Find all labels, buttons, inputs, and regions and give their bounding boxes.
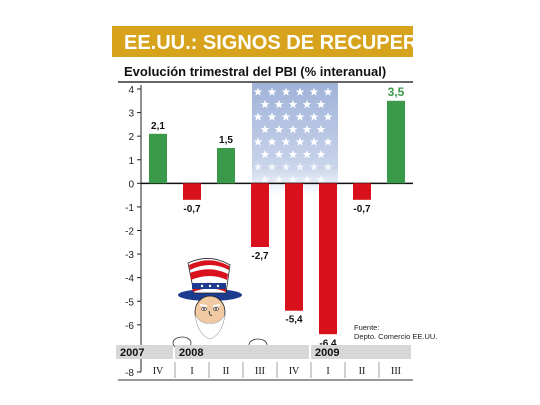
quarter-label: I [190, 366, 193, 377]
flag-star [302, 174, 312, 184]
flag-stars [253, 87, 333, 184]
bar-label-5: -5,4 [285, 315, 303, 326]
quarter-label: IV [153, 366, 164, 377]
flag-star [323, 112, 333, 121]
source-note-line1: Fuente: [354, 323, 379, 332]
y-tick-label: 0 [128, 179, 134, 190]
flag-star [302, 124, 312, 134]
bar-label-2: -0,7 [183, 204, 201, 215]
year-band-segment [116, 345, 173, 359]
year-band-segment [175, 345, 309, 359]
y-tick-label: -1 [125, 203, 134, 214]
flag-star [295, 137, 305, 146]
quarter-label: IV [289, 366, 300, 377]
flag-star [281, 87, 291, 96]
flag-star [274, 99, 284, 109]
flag-star [260, 99, 270, 109]
flag-star [309, 137, 319, 146]
flag-star [323, 87, 333, 96]
year-band: 2007 2008 2009 [116, 345, 411, 359]
flag-star [288, 99, 298, 109]
flag-star [267, 137, 277, 146]
flag-star [295, 112, 305, 121]
flag-star [295, 87, 305, 96]
flag-star [302, 99, 312, 109]
quarter-label: II [223, 366, 230, 377]
bar-7 [353, 183, 371, 200]
bar-6 [319, 183, 337, 335]
flag-star [253, 162, 263, 171]
bar-5 [285, 183, 303, 311]
flag-star [274, 149, 284, 159]
bar-label-6: -6,4 [319, 338, 337, 349]
flag-star [288, 174, 298, 184]
y-tick-label: -8 [125, 368, 134, 379]
flag-star [288, 149, 298, 159]
bar-4 [251, 183, 269, 247]
bar-label-1: 2,1 [151, 121, 165, 132]
title-banner [112, 26, 413, 57]
quarter-labels: IV I II III IV I II III [118, 362, 413, 381]
flag-star [281, 112, 291, 121]
bars [149, 100, 405, 335]
bar-label-8: 3,5 [388, 85, 405, 99]
quarter-label: III [391, 366, 401, 377]
flag-star [316, 99, 326, 109]
flag-star [309, 112, 319, 121]
flag-star [288, 124, 298, 134]
chart-title: EE.UU.: SIGNOS DE RECUPERACIÓN [124, 30, 482, 54]
y-tick-label: 2 [128, 132, 134, 143]
y-tick-label: -6 [125, 321, 134, 332]
y-tick-label: 3 [128, 109, 134, 120]
y-tick-label: 4 [128, 85, 134, 96]
year-label: 2008 [179, 347, 203, 359]
flag-star [316, 124, 326, 134]
flag-star [260, 124, 270, 134]
bar-labels: 2,1 -0,7 1,5 -2,7 -5,4 -6,4 -0,7 3,5 [151, 85, 405, 349]
y-tick-label: 1 [128, 156, 134, 167]
year-label: 2009 [315, 347, 339, 359]
flag-star [295, 162, 305, 171]
flag-star [309, 162, 319, 171]
year-band-segment [311, 345, 411, 359]
flag-star [316, 174, 326, 184]
flag-star [267, 87, 277, 96]
quarter-label: III [255, 366, 265, 377]
flag-star [253, 137, 263, 146]
source-note-line2: Depto. Comercio EE.UU. [354, 332, 437, 341]
uncle-sam-illustration [172, 258, 268, 352]
bar-label-3: 1,5 [219, 135, 233, 146]
flag-band [252, 83, 338, 195]
flag-star [267, 112, 277, 121]
chart-subtitle: Evolución trimestral del PBI (% interanu… [124, 64, 386, 79]
bar-1 [149, 133, 167, 184]
flag-star [323, 162, 333, 171]
y-tick-label: -2 [125, 227, 134, 238]
flag-star [323, 137, 333, 146]
y-tick-label: -4 [125, 274, 134, 285]
bar-8 [387, 100, 405, 184]
flag-star [260, 174, 270, 184]
flag-star [253, 112, 263, 121]
quarter-label: II [359, 366, 366, 377]
quarter-label: I [326, 366, 329, 377]
flag-star [267, 162, 277, 171]
bar-3 [217, 148, 235, 184]
flag-star [260, 149, 270, 159]
flag-star [316, 149, 326, 159]
bar-label-7: -0,7 [353, 204, 371, 215]
y-tick-label: -3 [125, 250, 134, 261]
flag-star [274, 174, 284, 184]
year-label: 2007 [120, 347, 144, 359]
bar-label-4: -2,7 [251, 251, 269, 262]
flag-star [274, 124, 284, 134]
bar-2 [183, 183, 201, 200]
flag-star [281, 162, 291, 171]
flag-star [309, 87, 319, 96]
y-tick-label: -5 [125, 297, 134, 308]
flag-star [281, 137, 291, 146]
flag-star [302, 149, 312, 159]
flag-star [253, 87, 263, 96]
